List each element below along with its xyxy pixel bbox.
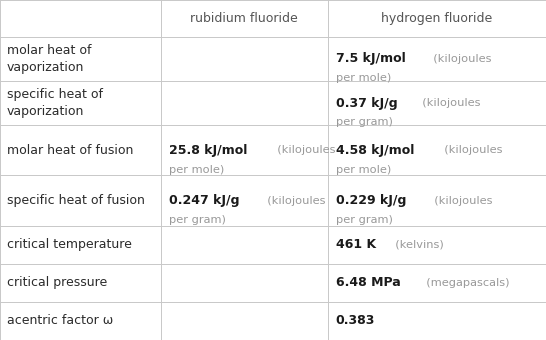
Text: per gram): per gram)	[336, 215, 393, 225]
Text: 25.8 kJ/mol: 25.8 kJ/mol	[169, 144, 248, 157]
Text: (kilojoules: (kilojoules	[437, 145, 502, 155]
Text: 0.37 kJ/g: 0.37 kJ/g	[336, 97, 397, 109]
Text: (kilojoules: (kilojoules	[416, 98, 481, 108]
Text: rubidium fluoride: rubidium fluoride	[191, 12, 298, 25]
Text: per mole): per mole)	[336, 73, 391, 83]
Text: molar heat of fusion: molar heat of fusion	[7, 144, 133, 157]
Text: per gram): per gram)	[169, 215, 226, 225]
Text: 0.247 kJ/g: 0.247 kJ/g	[169, 194, 240, 207]
Text: (kilojoules: (kilojoules	[426, 54, 491, 64]
Text: acentric factor ω: acentric factor ω	[7, 314, 113, 327]
Text: (kelvins): (kelvins)	[388, 240, 443, 250]
Text: specific heat of fusion: specific heat of fusion	[7, 194, 145, 207]
Text: (kilojoules: (kilojoules	[426, 195, 492, 206]
Text: critical pressure: critical pressure	[7, 276, 107, 289]
Text: per mole): per mole)	[169, 165, 224, 175]
Text: critical temperature: critical temperature	[7, 238, 132, 251]
Text: hydrogen fluoride: hydrogen fluoride	[381, 12, 492, 25]
Text: 6.48 MPa: 6.48 MPa	[336, 276, 401, 289]
Text: per mole): per mole)	[336, 165, 391, 175]
Text: 0.229 kJ/g: 0.229 kJ/g	[336, 194, 406, 207]
Text: (megapascals): (megapascals)	[419, 278, 510, 288]
Text: 7.5 kJ/mol: 7.5 kJ/mol	[336, 52, 406, 65]
Text: (kilojoules: (kilojoules	[270, 145, 336, 155]
Text: (kilojoules: (kilojoules	[260, 195, 326, 206]
Text: molar heat of
vaporization: molar heat of vaporization	[7, 44, 91, 74]
Text: per gram): per gram)	[336, 117, 393, 128]
Text: specific heat of
vaporization: specific heat of vaporization	[7, 88, 103, 118]
Text: 4.58 kJ/mol: 4.58 kJ/mol	[336, 144, 414, 157]
Text: 461 K: 461 K	[336, 238, 376, 251]
Text: 0.383: 0.383	[336, 314, 375, 327]
